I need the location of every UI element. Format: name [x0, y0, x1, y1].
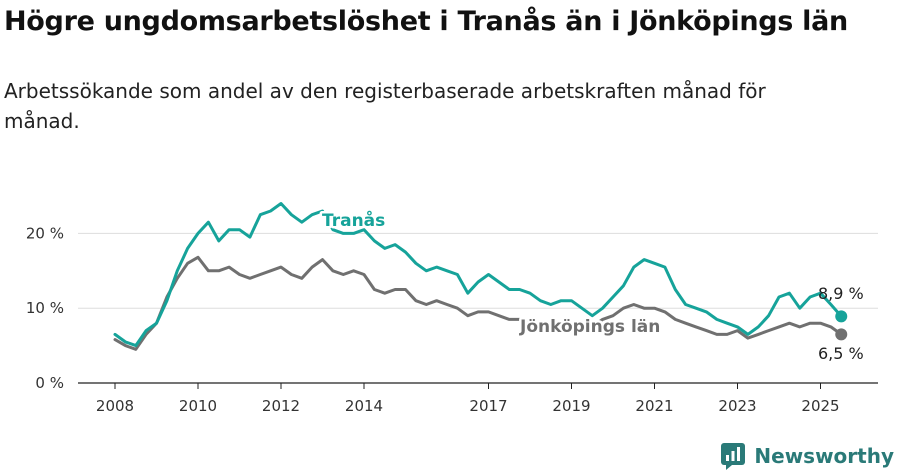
- end-point-jonkopings-lan: [835, 328, 848, 341]
- series-line-jonkopings-lan: [113, 255, 843, 351]
- y-tick-label: 0 %: [35, 374, 64, 392]
- newsworthy-brand: Newsworthy: [720, 442, 894, 470]
- series-label-tranas: Tranås: [322, 209, 385, 231]
- series-label-jonkopings-lan: Jönköpings län: [519, 317, 660, 337]
- x-tick-label: 2021: [635, 397, 673, 415]
- newsworthy-logo-icon: [721, 443, 746, 470]
- axes: 0 % 10 % 20 % 2008 2010 2012 2014 2017 2019 2021 2…: [26, 224, 878, 415]
- x-tick-label: 2025: [801, 397, 839, 415]
- x-tick-label: 2008: [96, 397, 134, 415]
- x-tick-label: 2023: [718, 397, 756, 415]
- x-tick-label: 2014: [345, 397, 383, 415]
- end-value-tranas: 8,9 %: [818, 284, 864, 303]
- y-tick-label: 20 %: [26, 224, 64, 242]
- series-labels: Tranås Jönköpings län 8,9 % 6,5 %: [320, 207, 864, 364]
- series-line-tranas: [113, 202, 843, 348]
- y-tick-label: 10 %: [26, 299, 64, 317]
- x-tick-label: 2010: [179, 397, 217, 415]
- end-point-tranas: [835, 310, 848, 323]
- x-tick-label: 2017: [469, 397, 507, 415]
- x-tick-label: 2012: [262, 397, 300, 415]
- brand-name: Newsworthy: [754, 444, 894, 468]
- end-value-jonkopings-lan: 6,5 %: [818, 344, 864, 363]
- chart-title: Högre ungdomsarbetslöshet i Tranås än i …: [4, 6, 848, 37]
- grid-lines: [78, 232, 878, 309]
- series: [113, 202, 848, 351]
- chart-subtitle: Arbetssökande som andel av den registerb…: [4, 79, 766, 133]
- x-tick-label: 2019: [552, 397, 590, 415]
